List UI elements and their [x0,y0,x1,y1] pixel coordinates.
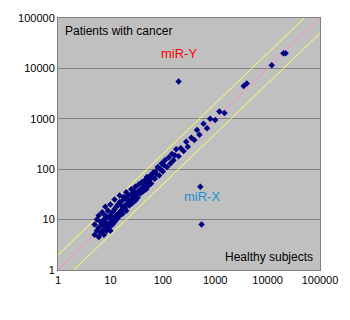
svg-text:miR-Y: miR-Y [161,46,197,61]
svg-text:1000: 1000 [30,113,54,125]
svg-text:1: 1 [55,274,61,286]
svg-text:1: 1 [49,264,55,276]
svg-text:Patients with cancer: Patients with cancer [65,24,172,38]
svg-text:miR-X: miR-X [184,189,220,204]
svg-text:100000: 100000 [302,274,339,286]
svg-text:1000: 1000 [203,274,227,286]
svg-text:Healthy subjects: Healthy subjects [225,250,313,264]
svg-text:10: 10 [43,213,55,225]
svg-text:10: 10 [104,274,116,286]
svg-text:100000: 100000 [18,12,55,24]
svg-text:10000: 10000 [252,274,283,286]
svg-text:10000: 10000 [24,62,55,74]
svg-text:100: 100 [36,163,54,175]
svg-text:100: 100 [154,274,172,286]
